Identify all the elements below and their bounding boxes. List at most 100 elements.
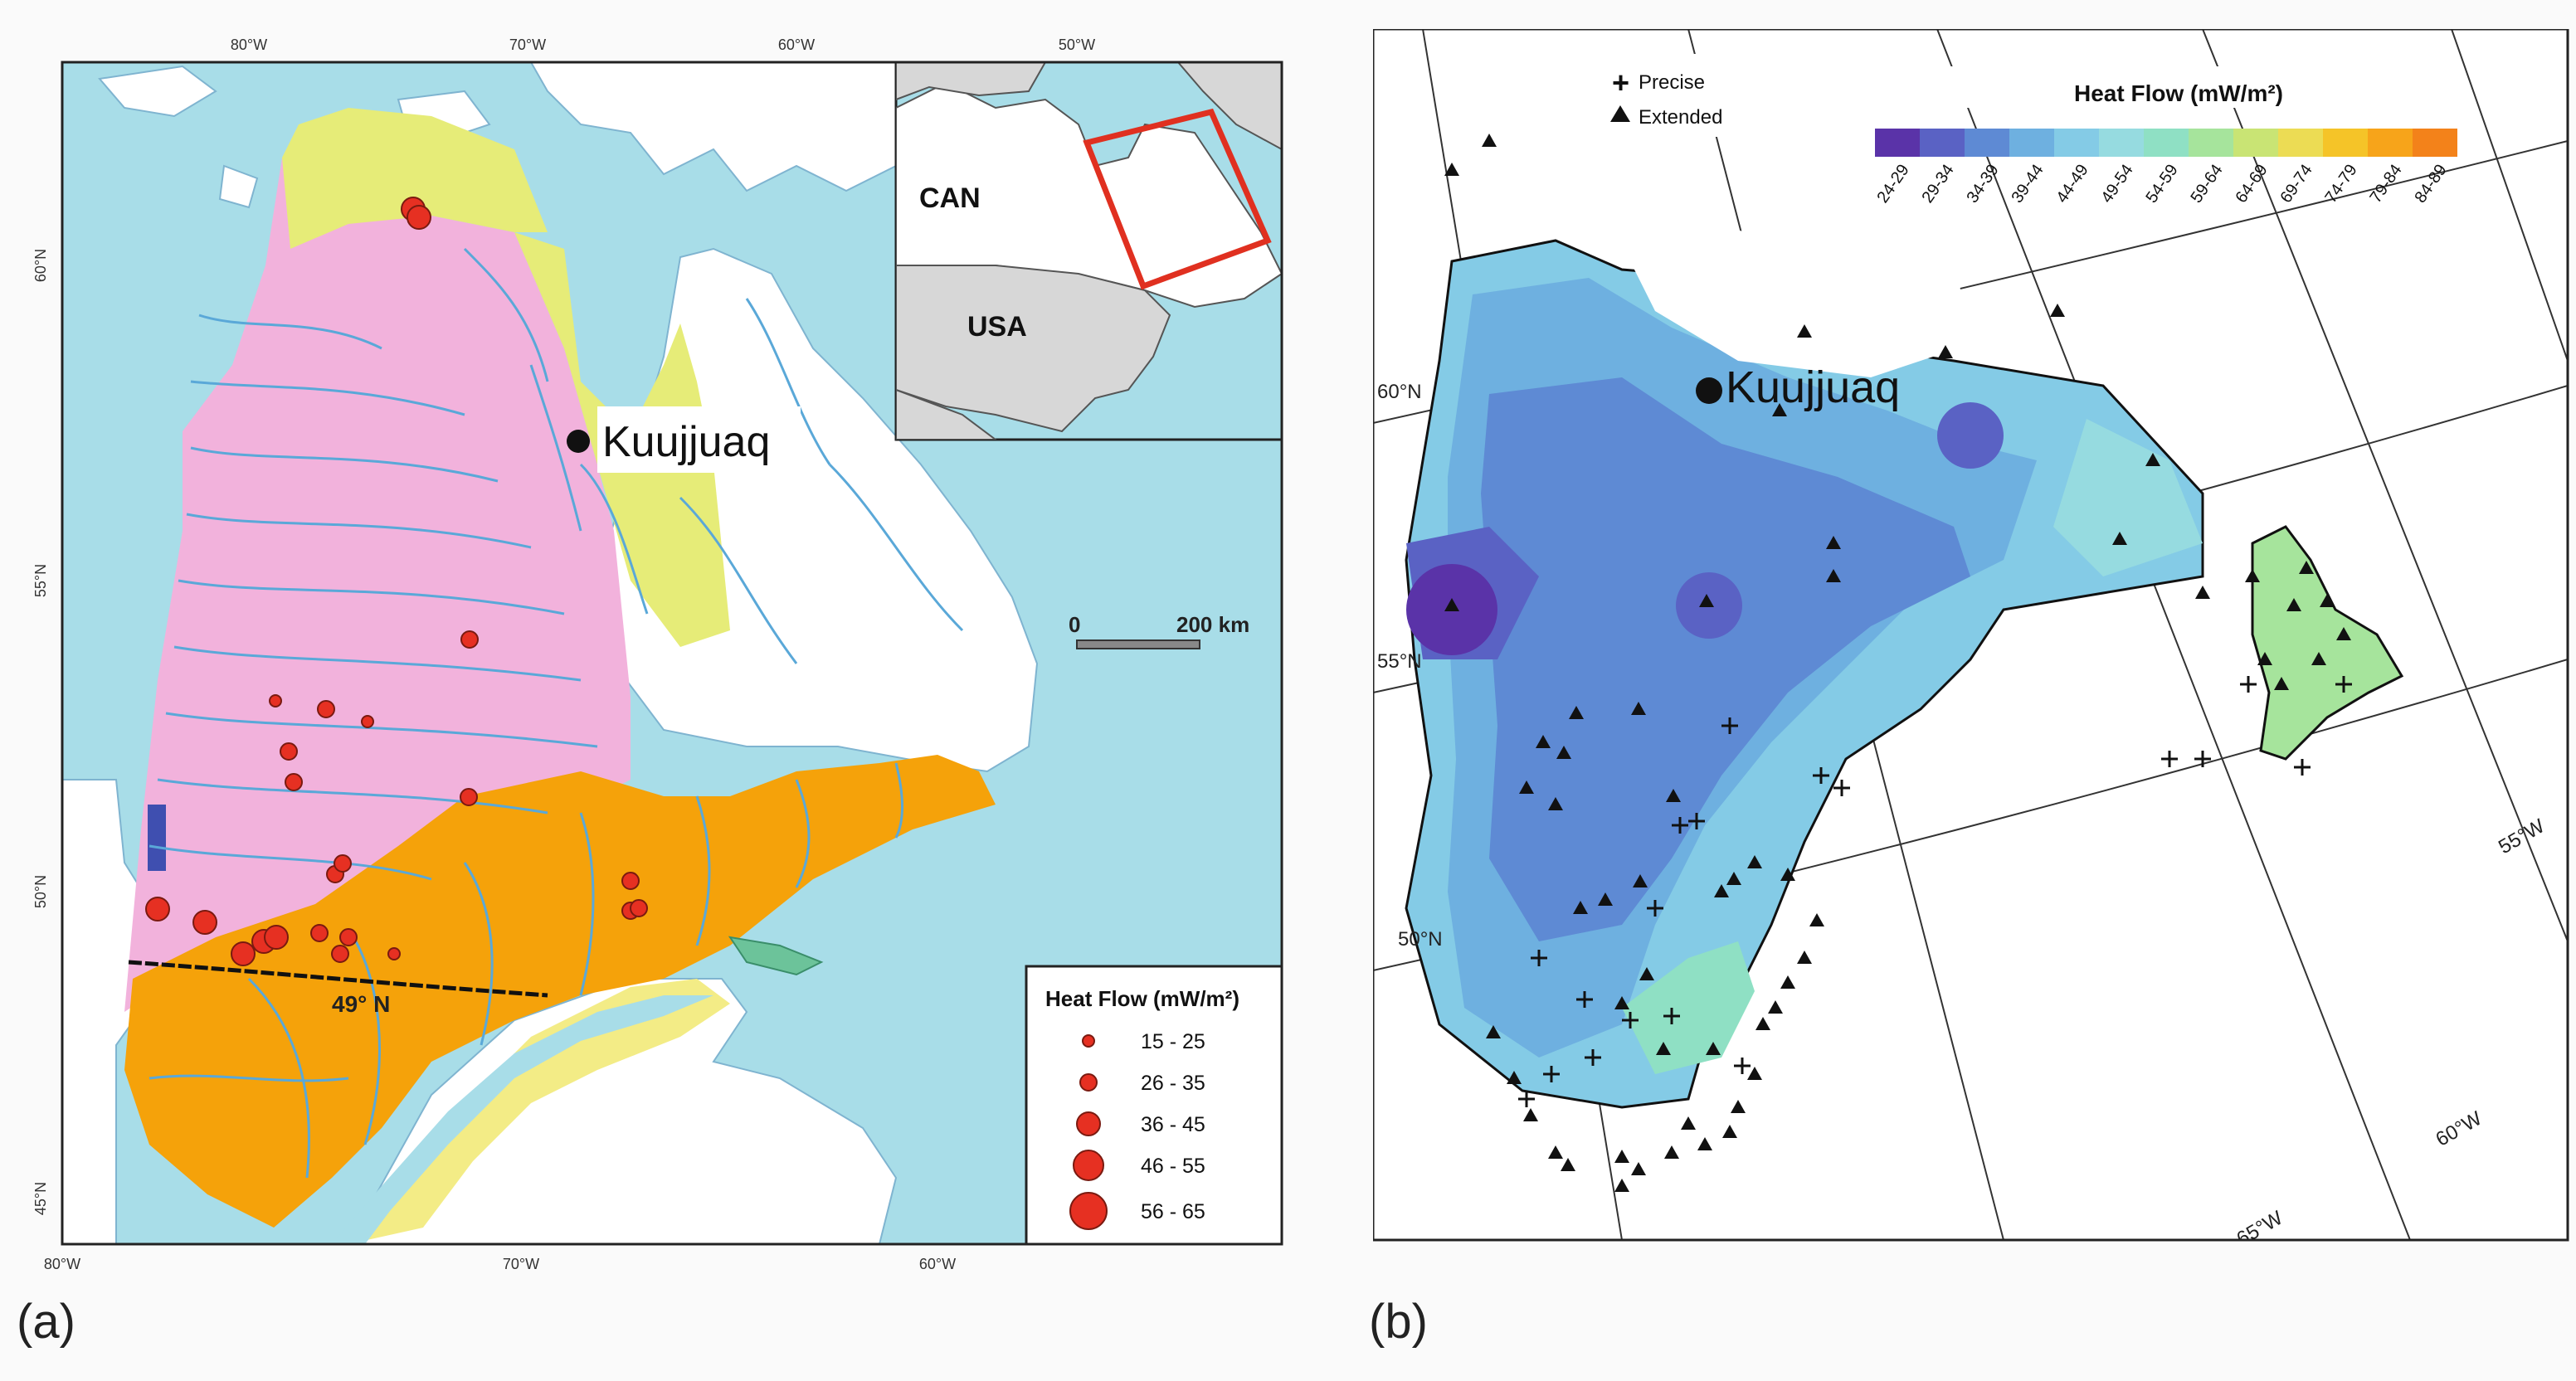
kuujjuaq-marker-b: [1696, 377, 1722, 404]
heat-flow-point: [339, 928, 358, 946]
colorbar-title: Heat Flow (mW/m²): [2074, 80, 2283, 106]
heat-flow-point: [145, 897, 170, 921]
extended-point: [1633, 874, 1648, 887]
inset-usa-label: USA: [967, 311, 1027, 343]
bottom-lon-label: 60°W: [919, 1256, 956, 1272]
extended-point: [1666, 789, 1681, 802]
field-green-south: [1622, 941, 1755, 1074]
extended-point: [1482, 134, 1497, 147]
legend-circle: [1073, 1150, 1104, 1181]
precise-label: Precise: [1639, 71, 1705, 94]
extended-point: [1598, 892, 1613, 906]
colorbar-swatch: [2099, 129, 2144, 157]
extended-point: [1548, 1145, 1563, 1159]
extended-symbol: [1610, 105, 1630, 122]
precise-point: [1576, 991, 1593, 1008]
extended-point: [2112, 532, 2127, 545]
precise-point: [1734, 1058, 1751, 1074]
st-lawrence: [332, 995, 713, 1244]
precise-point: [1663, 1008, 1680, 1024]
field-layer-34: [1481, 377, 1970, 941]
extended-point: [1631, 1162, 1646, 1175]
extended-point: [1938, 345, 1953, 358]
colorbar-swatch: [2144, 129, 2189, 157]
heat-flow-legend: Heat Flow (mW/m²) 15 - 25 26 - 35 36 - 45 4…: [1025, 965, 1283, 1246]
precise-point: [2294, 759, 2311, 776]
extended-point: [1614, 1150, 1629, 1163]
field-low-c: [1937, 402, 2004, 469]
extended-point: [1772, 403, 1787, 416]
field-green-east: [2053, 419, 2203, 576]
precise-point: [2240, 676, 2257, 693]
colorbar-swatch: [2233, 129, 2278, 157]
precise-point: [1813, 767, 1829, 784]
heat-flow-point: [280, 742, 298, 761]
inset-north-land: [896, 62, 1047, 101]
left-lat-label: 45°N: [32, 1182, 49, 1215]
extended-point: [1826, 569, 1841, 582]
top-lon-label: 60°W: [778, 36, 815, 53]
extended-point: [1519, 780, 1534, 794]
bottom-lon-label: 70°W: [503, 1256, 539, 1272]
graticule-labels-a: 80°W 70°W 60°W 50°W 80°W 70°W 60°W 60°N 55°N 50°N…: [32, 36, 1095, 1272]
extended-point: [1722, 1125, 1737, 1138]
panel-b-label: (b): [1369, 1295, 1428, 1349]
extended-point: [1747, 1067, 1762, 1080]
heat-flow-point: [460, 630, 479, 649]
heat-flow-point: [387, 947, 401, 960]
extended-point: [1614, 996, 1629, 1009]
extended-point: [1731, 1100, 1746, 1113]
newfoundland-field: [2251, 525, 2404, 761]
measurement-points: [1444, 134, 2352, 1192]
inset-usa: [896, 265, 1171, 433]
top-lon-label: 70°W: [509, 36, 546, 53]
legend-class-label: 56 - 65: [1141, 1200, 1205, 1223]
extended-point: [2320, 594, 2335, 607]
parallel-49n-line: [128, 960, 548, 998]
extended-point: [1631, 702, 1646, 715]
panel-b-map: Kuujjuaq 60°N 55°N 50°N 55°W 60°W 65°W +…: [1373, 29, 2569, 1242]
left-lat-label: 50°N: [32, 875, 49, 908]
anticosti-island: [728, 936, 824, 976]
precise-symbol: +: [1612, 66, 1629, 100]
extended-point: [1614, 1179, 1629, 1192]
extended-point: [1444, 598, 1459, 611]
legend-circle: [1076, 1111, 1101, 1136]
precise-point: [2335, 676, 2352, 693]
heat-flow-point: [264, 925, 289, 950]
extended-point: [2286, 598, 2301, 611]
colorbar-swatch: [2368, 129, 2413, 157]
inset-mexico: [896, 388, 997, 440]
extended-point: [1548, 797, 1563, 810]
extended-point: [1747, 855, 1762, 868]
panel-a-label: (a): [17, 1295, 75, 1349]
inset-can-label: CAN: [919, 182, 981, 214]
colorbar-swatch: [2189, 129, 2233, 157]
legend-circle: [1069, 1192, 1108, 1230]
maritimes-land: [347, 978, 898, 1244]
precise-point: [1672, 817, 1688, 834]
extended-point: [1486, 1025, 1501, 1038]
extended-point: [2299, 561, 2314, 574]
precise-point: [1543, 1066, 1560, 1082]
heat-flow-point: [630, 899, 648, 917]
precise-point: [2194, 751, 2211, 767]
extended-point: [1569, 706, 1584, 719]
extended-point: [2245, 569, 2260, 582]
extended-point: [1444, 163, 1459, 176]
extended-point: [1780, 868, 1795, 881]
lat-label-50n: 50°N: [1398, 928, 1443, 951]
extended-point: [1697, 1137, 1712, 1150]
heat-flow-point: [231, 941, 256, 966]
panel-a-frame: [61, 61, 1283, 1246]
field-high-north-white: [1622, 228, 1970, 377]
inset-map: CAN USA: [894, 61, 1283, 441]
symbol-legend: + Precise Extended: [1601, 54, 1751, 137]
inset-greenland: [1176, 62, 1282, 151]
extended-point: [1681, 1116, 1696, 1130]
legend-title-a: Heat Flow (mW/m²): [1045, 986, 1239, 1011]
heat-flow-point: [192, 910, 217, 935]
inset-study-area-box: [1083, 108, 1272, 290]
extended-label: Extended: [1639, 106, 1722, 129]
